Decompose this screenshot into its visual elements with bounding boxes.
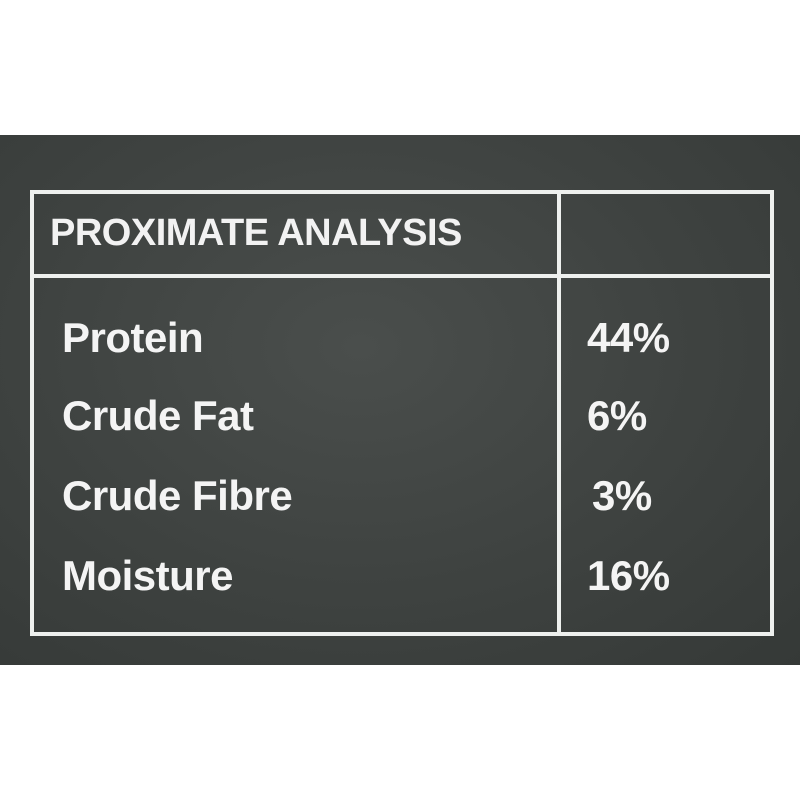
row-value-crude-fibre: 3% (592, 472, 652, 519)
row-label-crude-fat: Crude Fat (62, 392, 254, 439)
row-label-crude-fibre: Crude Fibre (62, 472, 293, 519)
row-value-protein: 44% (587, 314, 670, 361)
row-label-protein: Protein (62, 314, 204, 361)
column-divider (557, 194, 561, 632)
row-value-crude-fat: 6% (587, 392, 647, 439)
label-panel: PROXIMATE ANALYSIS Protein 44% Crude Fat… (0, 135, 800, 665)
header-divider (34, 274, 770, 278)
row-label-moisture: Moisture (62, 552, 234, 599)
analysis-table: PROXIMATE ANALYSIS Protein 44% Crude Fat… (30, 190, 774, 636)
table-header: PROXIMATE ANALYSIS (50, 212, 462, 254)
row-value-moisture: 16% (587, 552, 670, 599)
